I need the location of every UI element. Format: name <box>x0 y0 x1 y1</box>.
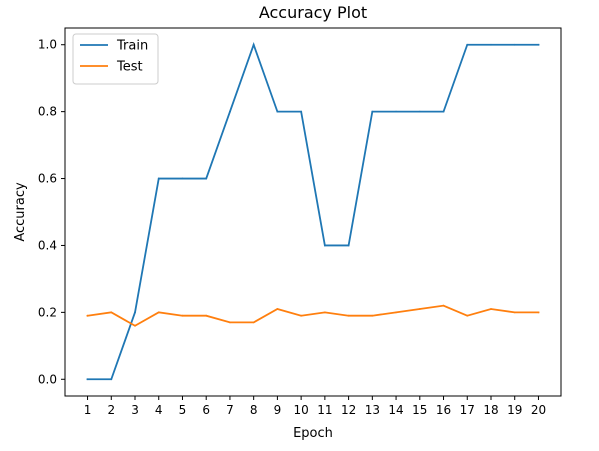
data-point-train-epoch-15 <box>418 110 421 113</box>
data-point-test-epoch-10 <box>300 314 303 317</box>
data-point-train-epoch-7 <box>229 110 231 113</box>
x-tick-label: 16 <box>436 403 451 417</box>
data-point-test-epoch-8 <box>252 321 255 324</box>
plot-area <box>65 28 561 396</box>
data-point-train-epoch-9 <box>276 110 279 113</box>
x-tick-label: 7 <box>226 403 234 417</box>
x-tick-label: 19 <box>507 403 522 417</box>
chart-legend: Train Test <box>72 33 159 85</box>
x-tick-label: 17 <box>460 403 475 417</box>
data-point-train-epoch-17 <box>466 43 469 46</box>
x-tick-label: 20 <box>531 403 546 417</box>
y-axis-label: Accuracy <box>13 182 28 242</box>
data-point-test-epoch-6 <box>205 314 208 317</box>
data-point-test-epoch-5 <box>181 314 184 317</box>
data-point-test-epoch-20 <box>537 311 540 314</box>
data-point-train-epoch-19 <box>513 43 516 46</box>
x-tick-label: 8 <box>250 403 258 417</box>
data-point-test-epoch-18 <box>490 308 492 310</box>
x-tick-label: 12 <box>341 403 356 417</box>
data-point-train-epoch-8 <box>252 43 255 46</box>
legend-label-test: Test <box>116 60 143 75</box>
y-tick-label: 0.4 <box>38 238 57 252</box>
data-point-test-epoch-7 <box>229 321 231 324</box>
legend-box <box>72 33 159 85</box>
x-axis-label: Epoch <box>293 426 333 441</box>
data-point-test-epoch-1 <box>86 314 89 317</box>
x-tick-label: 6 <box>202 403 210 417</box>
data-point-train-epoch-11 <box>323 244 326 247</box>
series-line-test <box>86 304 540 327</box>
chart-title: Accuracy Plot <box>259 3 367 22</box>
data-point-test-epoch-12 <box>347 314 350 317</box>
data-point-train-epoch-6 <box>205 177 208 180</box>
data-point-test-epoch-11 <box>323 311 326 314</box>
data-point-test-epoch-17 <box>466 314 469 317</box>
data-point-train-epoch-2 <box>110 378 113 381</box>
x-tick-label: 5 <box>179 403 187 417</box>
y-tick-label: 0.8 <box>38 105 57 119</box>
data-point-test-epoch-3 <box>134 324 136 327</box>
data-point-train-epoch-4 <box>157 177 160 180</box>
data-point-train-epoch-18 <box>490 43 492 46</box>
data-point-train-epoch-13 <box>371 110 374 113</box>
data-point-test-epoch-14 <box>395 311 397 314</box>
data-point-test-epoch-2 <box>110 311 113 314</box>
data-point-test-epoch-9 <box>276 308 279 310</box>
series-line-train <box>86 42 540 381</box>
data-point-train-epoch-1 <box>86 378 89 381</box>
data-point-train-epoch-20 <box>537 43 540 46</box>
y-tick-label: 0.6 <box>38 172 57 186</box>
x-tick-label: 3 <box>131 403 139 417</box>
data-point-train-epoch-10 <box>300 110 303 113</box>
axes-frame <box>64 27 562 397</box>
x-tick-label: 10 <box>293 403 308 417</box>
data-point-train-epoch-16 <box>442 110 445 113</box>
data-point-test-epoch-19 <box>513 311 516 314</box>
x-tick-label: 4 <box>155 403 163 417</box>
y-tick-label: 0.2 <box>38 305 57 319</box>
x-tick-label: 2 <box>107 403 115 417</box>
data-point-train-epoch-3 <box>134 311 136 314</box>
x-tick-label: 11 <box>317 403 332 417</box>
x-tick-label: 18 <box>483 403 498 417</box>
data-point-train-epoch-14 <box>395 110 397 113</box>
y-tick-label: 0.0 <box>38 372 57 386</box>
data-point-train-epoch-5 <box>181 177 184 180</box>
data-point-test-epoch-16 <box>442 304 445 307</box>
data-point-test-epoch-4 <box>157 311 160 314</box>
x-tick-label: 1 <box>84 403 92 417</box>
x-tick-label: 14 <box>388 403 403 417</box>
legend-label-train: Train <box>116 39 148 54</box>
x-tick-label: 9 <box>274 403 282 417</box>
data-point-test-epoch-15 <box>418 308 421 310</box>
y-tick-label: 1.0 <box>38 38 57 52</box>
data-point-train-epoch-12 <box>347 244 350 247</box>
data-point-test-epoch-13 <box>371 314 374 317</box>
x-tick-label: 13 <box>365 403 380 417</box>
x-tick-label: 15 <box>412 403 427 417</box>
